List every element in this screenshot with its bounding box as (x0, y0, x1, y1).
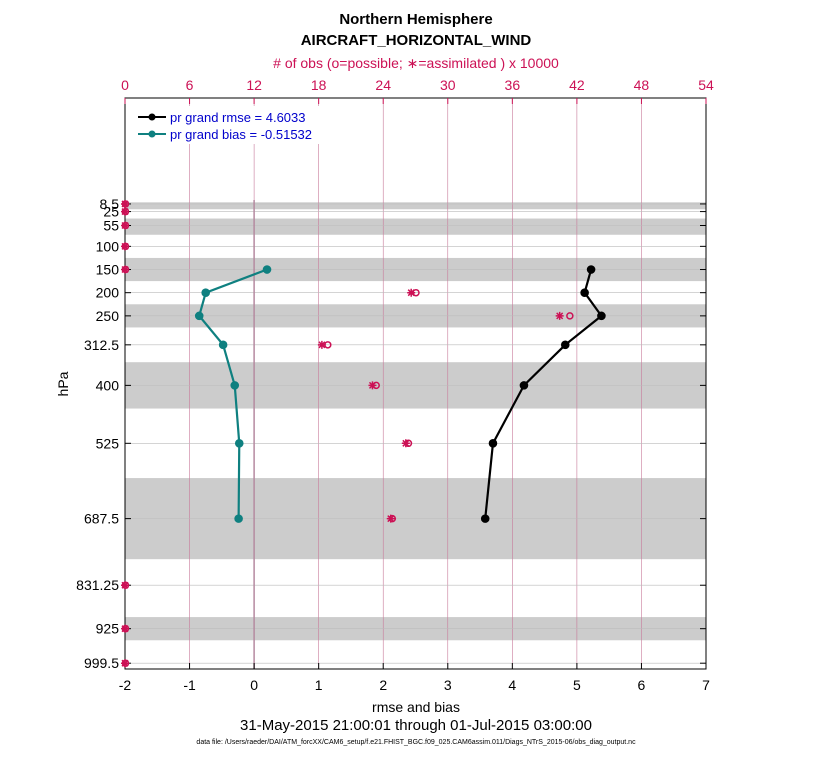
obs-assimilated-marker (555, 311, 564, 320)
x-tick-label: 2 (379, 677, 387, 693)
legend-background (132, 106, 372, 144)
gray-band-1 (125, 218, 706, 235)
obs-assimilated-marker (407, 288, 416, 297)
top-tick-label: 42 (569, 77, 585, 93)
obs-assimilated-marker (317, 340, 326, 349)
top-axis-ticks: 0 6 12 18 24 30 36 42 48 54 (121, 77, 714, 104)
y-tick-label: 312.5 (84, 337, 119, 353)
x-axis-label: rmse and bias (372, 699, 460, 715)
gray-band-0 (125, 202, 706, 210)
top-tick-label: 30 (440, 77, 456, 93)
chart-title: Northern Hemisphere (339, 11, 492, 28)
bias-point (201, 288, 210, 297)
top-tick-label: 54 (698, 77, 714, 93)
obs-assimilated-marker (121, 207, 129, 216)
x-tick-label: 6 (638, 677, 646, 693)
x-tick-label: -2 (119, 677, 132, 693)
y-tick-label: 831.25 (76, 577, 119, 593)
y-axis-label: hPa (55, 371, 71, 396)
obs-assimilated-marker (121, 221, 129, 230)
rmse-point (519, 381, 529, 390)
obs-assimilated-marker (401, 439, 410, 448)
obs-possible-marker (566, 312, 574, 320)
top-tick-label: 12 (246, 77, 262, 93)
y-tick-label: 925 (96, 621, 120, 637)
top-tick-label: 24 (375, 77, 391, 93)
obs-assimilated-marker (121, 659, 129, 668)
legend-marker-rmse (148, 113, 156, 121)
plot-frame (124, 97, 707, 670)
x-tick-label: 4 (508, 677, 516, 693)
chart-subtitle: AIRCRAFT_HORIZONTAL_WIND (301, 32, 532, 49)
bias-point (218, 340, 228, 350)
rmse-point (488, 439, 498, 448)
rmse-point (586, 265, 596, 274)
bias-point (234, 514, 243, 523)
obs-assimilated-marker (368, 381, 377, 390)
top-tick-label: 48 (634, 77, 650, 93)
y-tick-label: 687.5 (84, 511, 119, 527)
obs-assimilated-marker (121, 581, 129, 590)
data-file-note: data file: /Users/raeder/DAI/ATM_forcXX/… (196, 739, 636, 746)
data-series (194, 265, 606, 523)
y-tick-label: 999.5 (84, 655, 119, 671)
legend-marker-bias (148, 130, 156, 138)
x-tick-label: -1 (183, 677, 196, 693)
y-tick-label: 100 (96, 238, 120, 254)
x-tick-label: 0 (250, 677, 258, 693)
y-tick-label: 525 (96, 435, 120, 451)
bottom-axis-ticks: -2 -1 0 1 2 3 4 5 6 7 (119, 663, 710, 693)
obs-assimilated-marker (121, 242, 129, 251)
top-tick-label: 0 (121, 77, 129, 93)
y-tick-label: 250 (96, 308, 120, 324)
legend-entry-rmse: pr grand rmse = 4.6033 (170, 110, 306, 125)
top-axis-label: # of obs (o=possible; ∗=assimilated ) x … (273, 55, 559, 71)
top-tick-label: 36 (505, 77, 521, 93)
gray-bands (125, 202, 706, 641)
obs-assimilated-marker (121, 199, 129, 208)
y-tick-label: 25 (103, 204, 119, 220)
y-tick-label: 55 (103, 217, 119, 233)
x-tick-label: 5 (573, 677, 581, 693)
date-range: 31-May-2015 21:00:01 through 01-Jul-2015… (240, 717, 592, 734)
bias-point (234, 439, 244, 448)
x-tick-label: 7 (702, 677, 710, 693)
top-tick-label: 6 (186, 77, 194, 93)
legend-entry-bias: pr grand bias = -0.51532 (170, 127, 312, 142)
bias-point (262, 265, 272, 274)
x-tick-label: 1 (315, 677, 323, 693)
y-tick-label: 200 (96, 285, 120, 301)
legend: pr grand rmse = 4.6033 pr grand bias = -… (132, 106, 372, 144)
x-tick-label: 3 (444, 677, 452, 693)
rmse-point (597, 311, 606, 321)
rmse-point (560, 340, 570, 350)
top-tick-label: 18 (311, 77, 327, 93)
rmse-point (480, 514, 490, 523)
y-tick-label: 8.5 (100, 196, 120, 212)
bias-point (230, 381, 240, 390)
bias-point (194, 311, 204, 321)
y-tick-label: 150 (96, 262, 120, 278)
rmse-point (580, 288, 589, 297)
y-tick-label: 400 (96, 377, 120, 393)
obs-count-markers (121, 199, 574, 668)
obs-assimilated-marker (386, 514, 395, 523)
obs-assimilated-marker (121, 265, 129, 274)
obs-assimilated-marker (121, 624, 129, 633)
